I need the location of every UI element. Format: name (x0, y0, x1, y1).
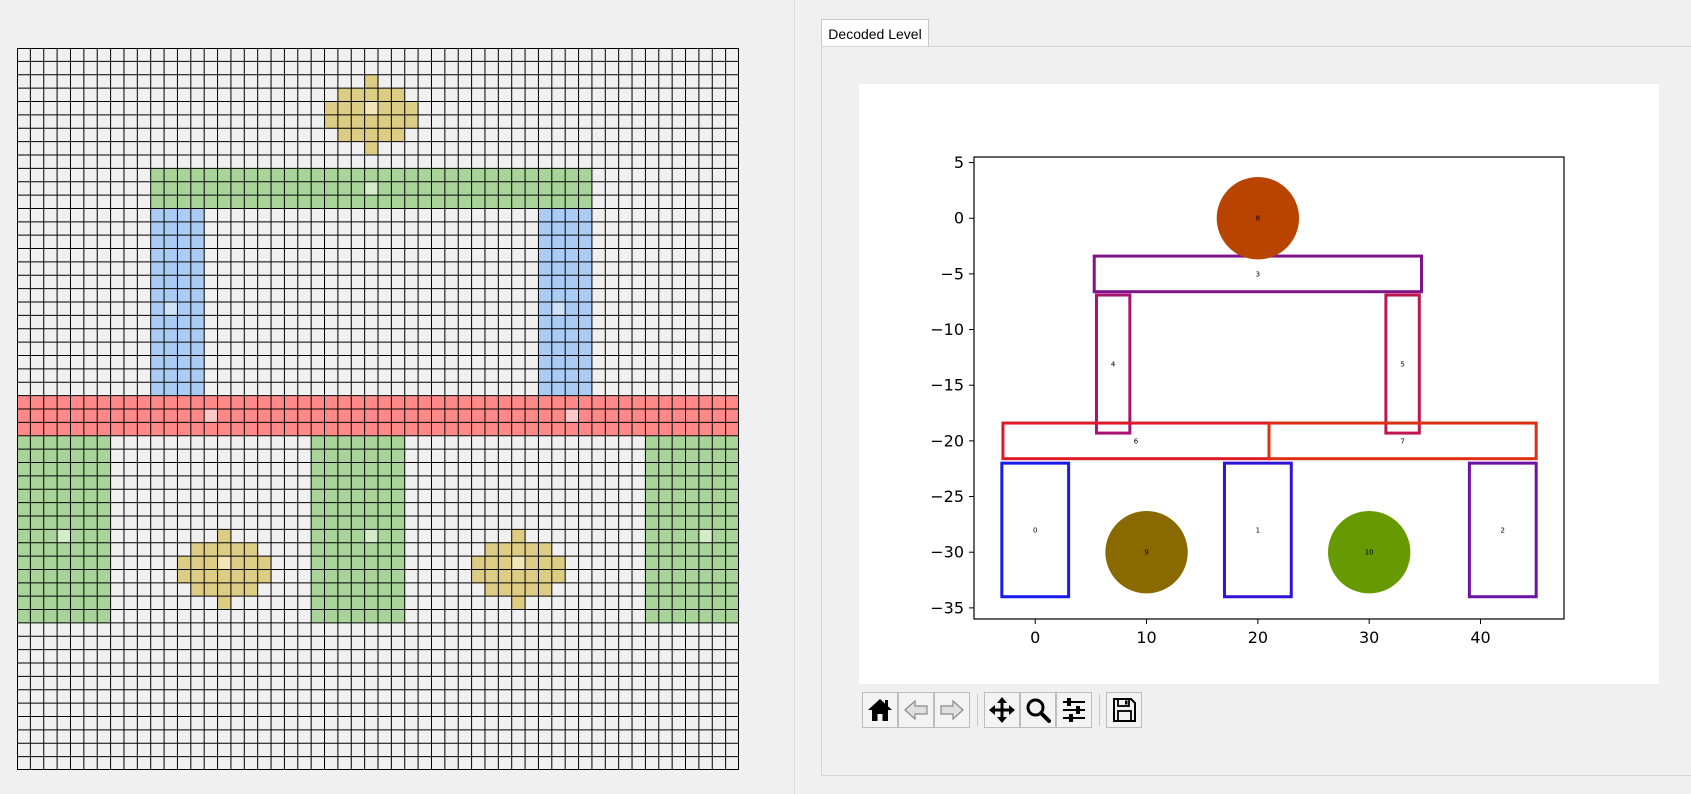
y-tick-label: −10 (930, 320, 964, 339)
shape-label-9: 9 (1144, 549, 1148, 557)
grid-circle-row (484, 542, 552, 557)
y-tick-label: 0 (954, 209, 964, 228)
arrow-right-icon (940, 699, 964, 721)
shape-label-1: 1 (1256, 526, 1260, 534)
shape-label-4: 4 (1111, 361, 1116, 369)
panel-splitter[interactable] (794, 0, 795, 794)
shape-rect-4 (1094, 293, 1132, 435)
grid-circle-row (337, 88, 405, 102)
x-tick-label: 40 (1470, 628, 1490, 647)
grid-marker (364, 101, 378, 115)
grid-marker (204, 409, 218, 423)
home-icon (868, 699, 892, 721)
shape-label-8: 8 (1256, 215, 1260, 223)
grid-circle-row (471, 569, 566, 583)
x-tick-label: 30 (1359, 628, 1379, 647)
grid-lines (17, 48, 739, 770)
home-button[interactable] (862, 692, 898, 728)
shape-label-5: 5 (1400, 361, 1404, 369)
plot-background (859, 84, 1659, 684)
x-tick-label: 10 (1136, 628, 1156, 647)
save-button[interactable] (1106, 692, 1142, 728)
shape-label-6: 6 (1134, 437, 1139, 445)
y-tick-label: −30 (930, 543, 964, 562)
grid-marker (511, 556, 526, 570)
y-tick-label: −20 (930, 431, 964, 450)
floppy-disk-icon (1113, 698, 1136, 722)
grid-marker (364, 529, 378, 543)
shape-rect-0 (1000, 461, 1071, 599)
grid-marker (217, 556, 231, 570)
level-grid (17, 48, 739, 770)
shape-label-10: 10 (1365, 549, 1374, 557)
tab-decoded-level[interactable]: Decoded Level (821, 19, 929, 47)
grid-circle (324, 74, 419, 155)
shape-rect-5 (1384, 293, 1421, 435)
grid-circle-row (364, 74, 378, 89)
sliders-icon (1063, 698, 1085, 722)
grid-circle-row (364, 141, 378, 155)
forward-button[interactable] (934, 692, 970, 728)
back-button[interactable] (898, 692, 934, 728)
shape-label-2: 2 (1501, 526, 1505, 534)
y-tick-label: −5 (940, 264, 964, 283)
shape-label-0: 0 (1033, 526, 1037, 534)
grid-circle-row (177, 569, 272, 583)
shape-label-3: 3 (1256, 270, 1260, 278)
axes-frame (973, 156, 1565, 620)
shape-label-7: 7 (1400, 437, 1404, 445)
pan-button[interactable] (984, 692, 1020, 728)
grid-marker (698, 529, 713, 543)
grid-circle-row (511, 596, 526, 610)
shape-circle-10 (1328, 511, 1411, 594)
toolbar-separator (977, 694, 978, 726)
x-tick-label: 0 (1030, 628, 1040, 647)
grid-marker (57, 529, 71, 543)
arrow-left-icon (904, 699, 928, 721)
grid-circle-row (324, 114, 419, 129)
grid-circle-row (190, 542, 258, 557)
shape-rect-1 (1222, 461, 1293, 599)
shape-rect-7 (1267, 421, 1538, 461)
grid-marker (364, 181, 378, 196)
x-tick-label: 20 (1248, 628, 1268, 647)
y-tick-label: 5 (954, 153, 964, 172)
toolbar-separator (1099, 694, 1100, 726)
grid-circle-row (217, 529, 231, 543)
grid-circle-row (337, 128, 405, 142)
shape-circle-8 (1216, 177, 1300, 260)
zoom-button[interactable] (1020, 692, 1056, 728)
grid-marker (565, 409, 579, 423)
y-tick-label: −15 (930, 376, 964, 395)
y-tick-label: −25 (930, 487, 964, 506)
grid-circle-row (217, 596, 231, 610)
move-icon (989, 697, 1015, 723)
plot-canvas: 0 1 234 56 789 10 0 10 20 30 4050−5−10−15−20−25−3… (859, 84, 1659, 684)
grid-circle-row (511, 529, 526, 543)
grid-circle-row (484, 582, 552, 597)
grid-marker (551, 302, 566, 316)
y-tick-label: −35 (930, 598, 964, 617)
grid-marker (164, 302, 178, 316)
shape-circle-9 (1105, 511, 1188, 594)
shape-rect-2 (1467, 461, 1538, 599)
magnifier-icon (1026, 698, 1051, 723)
configure-subplots-button[interactable] (1056, 692, 1092, 728)
grid-circle-row (190, 582, 258, 597)
